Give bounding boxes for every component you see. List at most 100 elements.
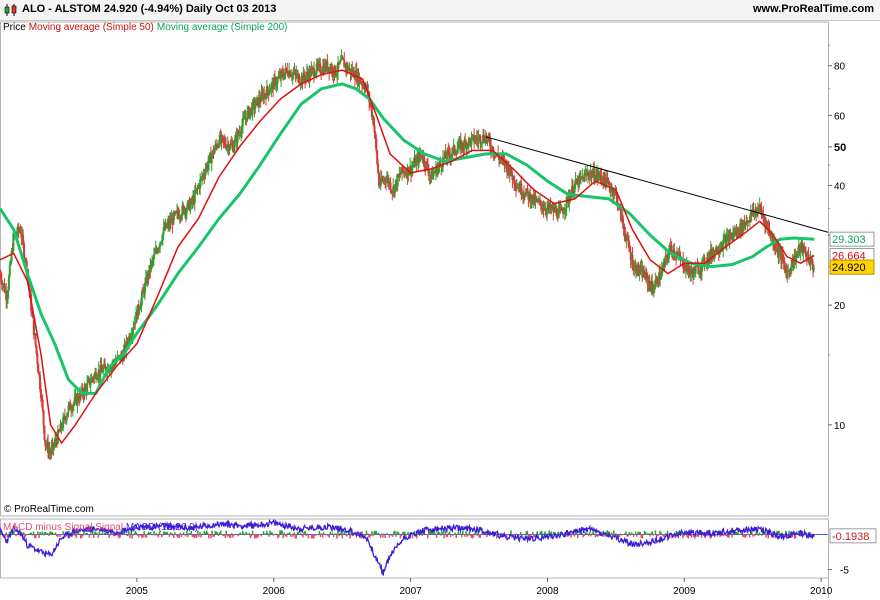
macd-hist-bar <box>178 534 180 539</box>
macd-hist-bar <box>591 533 593 535</box>
price-candle <box>694 266 697 274</box>
price-candle <box>296 74 299 77</box>
macd-hist-bar <box>24 534 26 539</box>
price-candle <box>374 132 377 139</box>
price-candle <box>71 405 74 411</box>
site-link[interactable]: www.ProRealTime.com <box>752 3 874 15</box>
macd-hist-bar <box>505 534 508 539</box>
price-candle <box>221 135 224 137</box>
macd-hist-bar <box>143 531 145 535</box>
macd-hist-bar <box>769 533 772 535</box>
macd-hist-bar <box>220 530 222 535</box>
macd-hist-bar <box>228 534 231 539</box>
macd-hist-bar <box>468 531 471 535</box>
macd-hist-bar <box>218 532 221 535</box>
macd-hist-bar <box>97 534 99 538</box>
price-candle <box>380 177 383 182</box>
price-candle <box>5 290 8 301</box>
macd-hist-bar <box>251 530 254 535</box>
macd-hist-bar <box>780 532 783 535</box>
macd-hist-bar <box>172 534 175 538</box>
price-candle <box>185 208 188 214</box>
chart-title: ALO - ALSTOM 24.920 (-4.94%) Daily Oct 0… <box>22 3 277 15</box>
macd-hist-bar <box>443 534 445 539</box>
macd-hist-bar <box>68 534 71 539</box>
macd-hist-bar <box>157 534 160 538</box>
price-candle <box>44 439 47 446</box>
price-candle <box>61 427 64 429</box>
macd-hist-bar <box>608 531 611 535</box>
price-candle <box>284 67 287 74</box>
macd-hist-bar <box>133 533 136 535</box>
price-candle <box>396 174 399 187</box>
macd-hist-bar <box>44 532 47 535</box>
macd-hist-bar <box>205 530 208 535</box>
price-candle <box>377 173 380 186</box>
macd-hist-bar <box>270 532 272 535</box>
price-candle <box>389 182 392 191</box>
y-tick-label: 60 <box>834 111 846 122</box>
price-candle <box>746 220 749 224</box>
macd-hist-bar <box>189 533 191 535</box>
macd-hist-bar <box>684 534 686 536</box>
macd-hist-bar <box>752 534 754 537</box>
macd-hist-bar <box>141 534 143 538</box>
price-candle <box>31 312 34 318</box>
macd-hist-bar <box>56 534 59 537</box>
macd-hist-bar <box>765 534 767 538</box>
price-candle <box>403 171 406 175</box>
macd-hist-bar <box>478 534 480 538</box>
macd-hist-bar <box>18 533 21 535</box>
price-candle <box>369 104 372 108</box>
macd-hist-bar <box>132 534 134 536</box>
macd-legend: MACD minus Signal Signal MACD (12,26,9) <box>3 522 198 533</box>
macd-hist-bar <box>604 534 606 537</box>
macd-hist-bar <box>239 532 242 535</box>
price-candle <box>216 145 219 148</box>
price-candle <box>467 138 470 147</box>
price-candle <box>464 140 467 143</box>
price-candle <box>524 191 527 197</box>
macd-hist-bar <box>656 534 659 537</box>
macd-hist-bar <box>146 533 149 535</box>
macd-hist-bar <box>293 532 295 535</box>
macd-hist-bar <box>696 534 698 537</box>
price-candle <box>433 172 436 174</box>
price-candle <box>306 71 309 75</box>
price-candle <box>321 72 324 74</box>
macd-hist-bar <box>244 534 246 536</box>
price-candle <box>379 177 382 186</box>
price-candle <box>138 308 141 311</box>
macd-hist-bar <box>182 532 185 535</box>
macd-hist-bar <box>574 531 577 535</box>
price-candle <box>520 183 523 195</box>
price-candle <box>305 76 308 81</box>
macd-hist-bar <box>466 534 468 537</box>
macd-hist-bar <box>639 531 641 535</box>
price-candle <box>372 116 375 126</box>
macd-hist-bar <box>241 530 244 535</box>
price-candle <box>429 175 432 177</box>
macd-hist-bar <box>456 533 459 535</box>
price-candle <box>140 297 143 307</box>
macd-hist-bar <box>328 534 330 538</box>
macd-hist-bar <box>548 530 551 535</box>
macd-hist-bar <box>471 534 474 539</box>
price-candle <box>66 412 69 416</box>
macd-hist-bar <box>19 534 22 537</box>
price-candle <box>41 399 44 411</box>
price-candle <box>157 248 160 253</box>
macd-hist-bar <box>221 533 223 535</box>
macd-hist-bar <box>486 534 488 538</box>
macd-hist-bar <box>539 531 542 535</box>
price-candle <box>442 157 445 168</box>
macd-hist-bar <box>743 534 745 537</box>
macd-hist-bar <box>616 534 618 537</box>
price-candle <box>102 368 105 373</box>
chart-title-bar: ALO - ALSTOM 24.920 (-4.94%) Daily Oct 0… <box>0 0 880 21</box>
macd-hist-bar <box>45 533 48 535</box>
macd-hist-bar <box>275 533 278 535</box>
macd-hist-bar <box>249 534 252 539</box>
price-candle <box>202 174 205 176</box>
